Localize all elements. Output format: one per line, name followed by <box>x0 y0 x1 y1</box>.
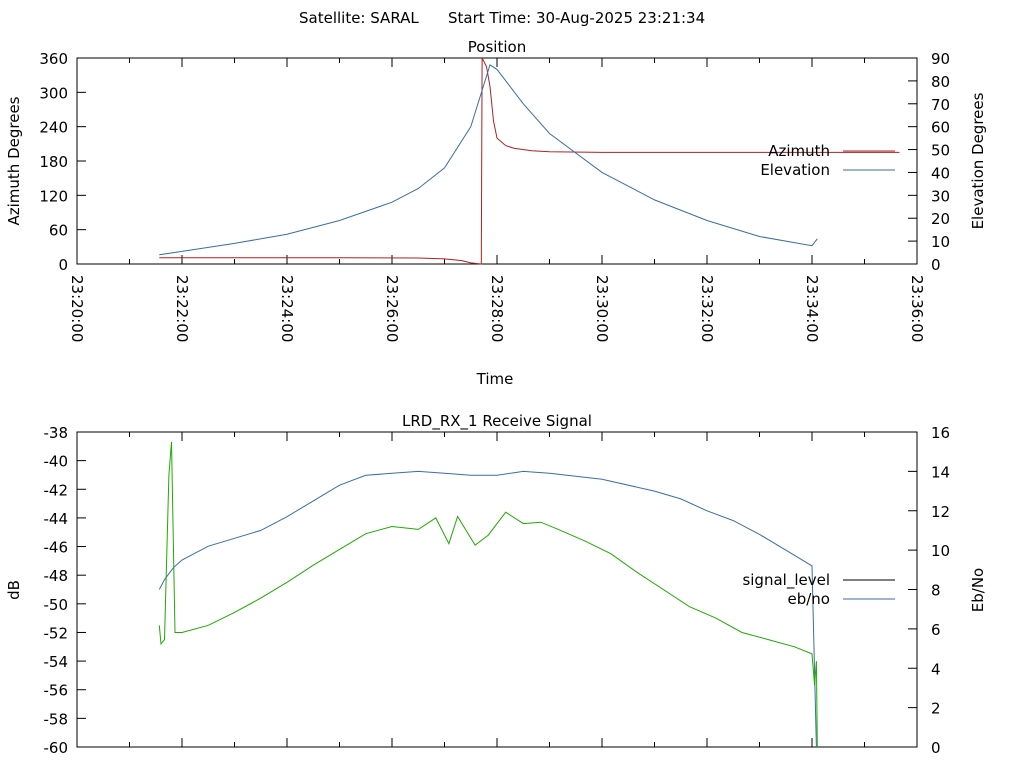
y2-tick-label: 0 <box>931 256 941 274</box>
legend-signal-level-label: signal_level <box>742 571 830 590</box>
receive-signal-legend: signal_level eb/no <box>742 571 895 608</box>
position-chart: Position 23:20:00 23:22:00 23:24:00 23:26:0… <box>5 38 987 388</box>
db-axis-label: dB <box>5 580 23 600</box>
y2-tick-label: 0 <box>931 739 941 757</box>
position-y-ticks: 0 60 120 180 240 300 360 <box>39 50 86 274</box>
y-tick-label: 60 <box>49 222 68 240</box>
y2-tick-label: 10 <box>931 542 950 560</box>
y-tick-label: -48 <box>44 567 69 585</box>
receive-signal-series <box>158 441 818 748</box>
y2-tick-label: 14 <box>931 463 950 481</box>
y-tick-label: 120 <box>39 187 68 205</box>
y-tick-label: -40 <box>44 453 69 471</box>
x-tick-label: 23:26:00 <box>383 275 401 342</box>
y2-tick-label: 16 <box>931 424 950 442</box>
elevation-axis-label: Elevation Degrees <box>969 92 987 229</box>
legend-azimuth-label: Azimuth <box>768 142 830 160</box>
y-tick-label: -56 <box>44 682 69 700</box>
receive-signal-y2-ticks: 0 2 4 6 8 10 12 14 16 <box>908 424 950 757</box>
y2-tick-label: 40 <box>931 164 950 182</box>
x-tick-label: 23:24:00 <box>278 275 296 342</box>
receive-signal-y-ticks: -38 -40 -42 -44 -46 -48 -50 -52 -54 -56 -58 -60 <box>44 424 86 757</box>
y2-tick-label: 70 <box>931 96 950 114</box>
series-line-elevation <box>159 64 818 256</box>
ebno-axis-label: Eb/No <box>969 568 987 612</box>
y-tick-label: -46 <box>44 539 69 557</box>
y2-tick-label: 30 <box>931 187 950 205</box>
y2-tick-label: 2 <box>931 700 941 718</box>
receive-signal-x-ticks <box>76 432 918 747</box>
y-tick-label: 180 <box>39 153 68 171</box>
y2-tick-label: 20 <box>931 210 950 228</box>
y2-tick-label: 4 <box>931 660 941 678</box>
y-tick-label: 360 <box>39 50 68 68</box>
x-tick-label: 23:34:00 <box>803 275 821 342</box>
x-tick-label: 23:36:00 <box>908 275 926 342</box>
y-tick-label: 240 <box>39 119 68 137</box>
y-tick-label: -38 <box>44 424 69 442</box>
x-tick-label: 23:30:00 <box>593 275 611 342</box>
series-line-signal-trace <box>158 441 818 748</box>
y-tick-label: -54 <box>44 653 69 671</box>
y2-tick-label: 90 <box>931 50 950 68</box>
legend-ebno-label: eb/no <box>788 590 831 608</box>
azimuth-axis-label: Azimuth Degrees <box>5 96 23 225</box>
position-series <box>159 57 900 265</box>
y-tick-label: -58 <box>44 710 69 728</box>
receive-signal-chart: LRD_RX_1 Receive Signal -38-40-42-44-46-… <box>5 412 987 757</box>
x-tick-label: 23:22:00 <box>173 275 191 342</box>
series-line-azimuth <box>159 57 900 265</box>
y-tick-label: 0 <box>58 256 68 274</box>
position-y2-ticks: 0 10 20 30 40 50 60 70 80 90 <box>908 50 950 274</box>
position-legend: Azimuth Elevation <box>760 142 895 179</box>
series-line-eb-no <box>158 470 817 748</box>
y2-tick-label: 50 <box>931 142 950 160</box>
y-tick-label: 300 <box>39 84 68 102</box>
x-tick-label: 23:20:00 <box>68 275 86 342</box>
y2-tick-label: 8 <box>931 582 941 600</box>
position-chart-title: Position <box>468 38 526 56</box>
satellite-label: Satellite: SARAL <box>299 9 419 27</box>
time-axis-label: Time <box>476 370 514 388</box>
y2-tick-label: 10 <box>931 233 950 251</box>
y-tick-label: -60 <box>44 739 69 757</box>
x-tick-label: 23:28:00 <box>488 275 506 342</box>
y2-tick-label: 6 <box>931 621 941 639</box>
receive-signal-chart-title: LRD_RX_1 Receive Signal <box>402 412 592 431</box>
position-x-ticks: 23:20:00 23:22:00 23:24:00 23:26:00 23:28:00… <box>68 58 926 342</box>
y-tick-label: -44 <box>44 510 69 528</box>
y-tick-label: -42 <box>44 481 69 499</box>
y-tick-label: -50 <box>44 596 69 614</box>
start-time-label: Start Time: 30-Aug-2025 23:21:34 <box>448 9 705 27</box>
y2-tick-label: 60 <box>931 119 950 137</box>
y2-tick-label: 12 <box>931 503 950 521</box>
x-tick-label: 23:32:00 <box>698 275 716 342</box>
y-tick-label: -52 <box>44 624 69 642</box>
y2-tick-label: 80 <box>931 73 950 91</box>
legend-elevation-label: Elevation <box>760 161 830 179</box>
